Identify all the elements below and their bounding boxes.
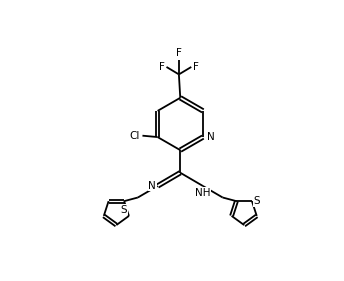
Text: NH: NH	[195, 188, 211, 198]
Text: N: N	[206, 132, 214, 142]
Text: N: N	[148, 181, 156, 191]
Text: Cl: Cl	[130, 131, 140, 141]
Text: S: S	[120, 205, 127, 215]
Text: S: S	[254, 196, 260, 206]
Text: F: F	[159, 62, 164, 72]
Text: F: F	[176, 48, 182, 58]
Text: F: F	[193, 62, 199, 72]
